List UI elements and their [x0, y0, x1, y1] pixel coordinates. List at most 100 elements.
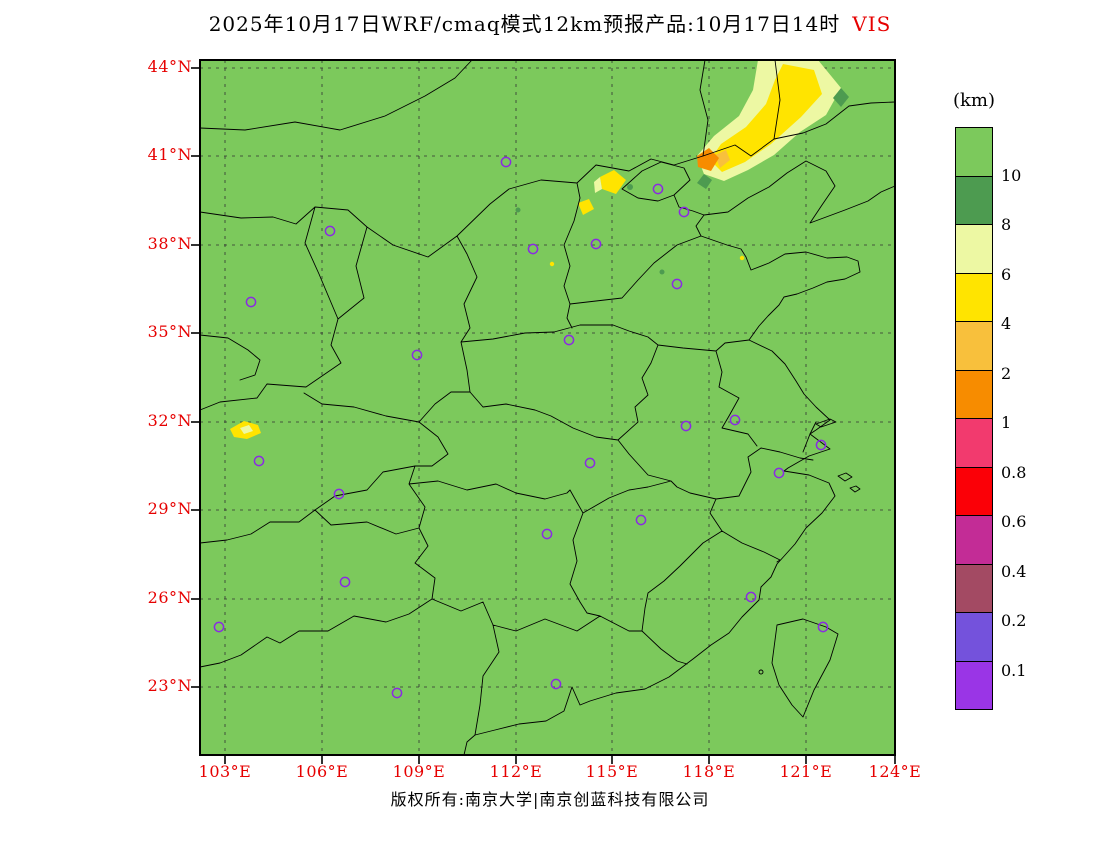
lat-tick-label: 26°N — [147, 588, 192, 607]
colorbar-tick-label: 4 — [1001, 314, 1012, 333]
low-vis-patch-beijing — [600, 170, 626, 194]
colorbar-segment — [955, 272, 993, 322]
forecast-map — [191, 59, 896, 764]
colorbar — [955, 127, 993, 710]
vis-8-10-speck-b — [659, 269, 665, 275]
low-vis-patch-ne-core — [710, 64, 822, 172]
page-title: 2025年10月17日WRF/cmaq模式12km预报产品:10月17日14时 V… — [0, 8, 1100, 37]
lat-tick-label: 32°N — [147, 411, 192, 430]
lon-tick-label: 121°E — [779, 762, 833, 781]
colorbar-segment — [955, 612, 993, 662]
lat-tick-label: 41°N — [147, 145, 192, 164]
colorbar-segment — [955, 515, 993, 565]
city-marker — [817, 621, 829, 633]
city-marker — [411, 349, 423, 361]
city-marker — [745, 591, 757, 603]
city-marker — [729, 414, 741, 426]
boundaries — [199, 59, 896, 756]
colorbar-tick-label: 8 — [1001, 215, 1012, 234]
city-marker — [527, 243, 539, 255]
lat-tick-label: 29°N — [147, 499, 192, 518]
colorbar-segment — [955, 418, 993, 468]
city-marker — [563, 334, 575, 346]
lat-axis: 44°N 41°N 38°N 35°N 32°N 29°N 26°N 23°N — [116, 57, 192, 755]
colorbar-segment — [955, 127, 993, 177]
low-vis-patch-beijing-b — [578, 199, 594, 215]
colorbar-ticks: 10 8 6 4 2 1 0.8 0.6 0.4 0.2 0.1 — [1001, 127, 1057, 721]
coastline-path — [463, 160, 896, 756]
lat-tick-label: 44°N — [147, 57, 192, 76]
colorbar-tick-label: 2 — [1001, 363, 1012, 383]
low-vis-speck-a — [549, 261, 555, 267]
colorbar-tick-label: 0.4 — [1001, 561, 1027, 581]
city-marker — [253, 455, 265, 467]
product-code: VIS — [852, 12, 892, 36]
city-marker — [391, 687, 403, 699]
lat-tick-label: 38°N — [147, 234, 192, 253]
lon-axis: 103°E 106°E 109°E 112°E 115°E 118°E 121°E 124°E — [199, 762, 921, 784]
map-frame — [199, 59, 896, 756]
lon-tick-label: 112°E — [489, 762, 543, 781]
visibility-patches — [230, 60, 849, 439]
lon-tick-label: 106°E — [295, 762, 349, 781]
low-vis-patch-beijing-fringe — [594, 177, 602, 193]
vis-8-10-fringe-b — [697, 174, 712, 189]
colorbar-segment — [955, 175, 993, 225]
colorbar-segment — [955, 563, 993, 613]
copyright-footer: 版权所有:南京大学|南京创蓝科技有限公司 — [390, 790, 710, 809]
city-marker — [815, 439, 827, 451]
city-marker — [245, 296, 257, 308]
colorbar-tick-label: 6 — [1001, 264, 1012, 284]
colorbar-tick-label: 1 — [1001, 413, 1012, 432]
lon-tick-label: 103°E — [198, 762, 252, 781]
city-marker — [500, 156, 512, 168]
map-background — [200, 60, 895, 755]
map-wrap — [191, 59, 896, 764]
city-markers — [213, 156, 829, 699]
lon-tick-label: 115°E — [585, 762, 639, 781]
colorbar-segment — [955, 321, 993, 371]
colorbar-tick-label: 0.1 — [1001, 660, 1027, 680]
colorbar-segment — [955, 466, 993, 516]
city-marker — [635, 514, 647, 526]
province-borders-path — [199, 59, 896, 736]
zhoushan-islands — [837, 472, 861, 493]
lon-tick-label: 109°E — [392, 762, 446, 781]
colorbar-segment — [955, 224, 993, 274]
colorbar-tick-label: 0.6 — [1001, 512, 1027, 531]
city-marker — [584, 457, 596, 469]
colorbar-segment — [955, 660, 993, 710]
vis-8-10-speck-c — [515, 207, 521, 213]
colorbar-tick-label: 10 — [1001, 165, 1022, 185]
city-marker — [324, 225, 336, 237]
city-marker — [678, 206, 690, 218]
colorbar-tick-label: 0.2 — [1001, 611, 1027, 630]
colorbar-tick-label: 0.8 — [1001, 462, 1027, 482]
lat-tick-label: 23°N — [147, 676, 192, 695]
city-marker — [671, 278, 683, 290]
axis-ticks — [191, 67, 896, 764]
lat-tick-label: 35°N — [147, 322, 192, 341]
city-marker — [333, 488, 345, 500]
low-vis-patch-ne-amber — [715, 150, 730, 168]
city-marker — [339, 576, 351, 588]
chongming-island — [815, 418, 837, 428]
low-vis-speck-b — [739, 255, 745, 261]
city-marker — [680, 420, 692, 432]
city-marker — [550, 678, 562, 690]
colorbar-unit: (km) — [952, 90, 996, 111]
vis-8-10-speck-a — [627, 184, 633, 190]
low-vis-patch-sichuan-center — [240, 425, 253, 434]
vis-8-10-fringe-a — [833, 88, 849, 107]
city-marker — [213, 621, 225, 633]
colorbar-segment — [955, 369, 993, 419]
city-marker — [652, 183, 664, 195]
lon-tick-label: 118°E — [682, 762, 736, 781]
title-text: 2025年10月17日WRF/cmaq模式12km预报产品:10月17日14时 — [208, 12, 841, 36]
lon-tick-label: 124°E — [868, 762, 922, 781]
city-marker — [590, 238, 602, 250]
taiwan-island — [771, 618, 839, 718]
low-vis-patch-ne-orange — [697, 148, 719, 171]
penghu-island — [758, 669, 764, 675]
